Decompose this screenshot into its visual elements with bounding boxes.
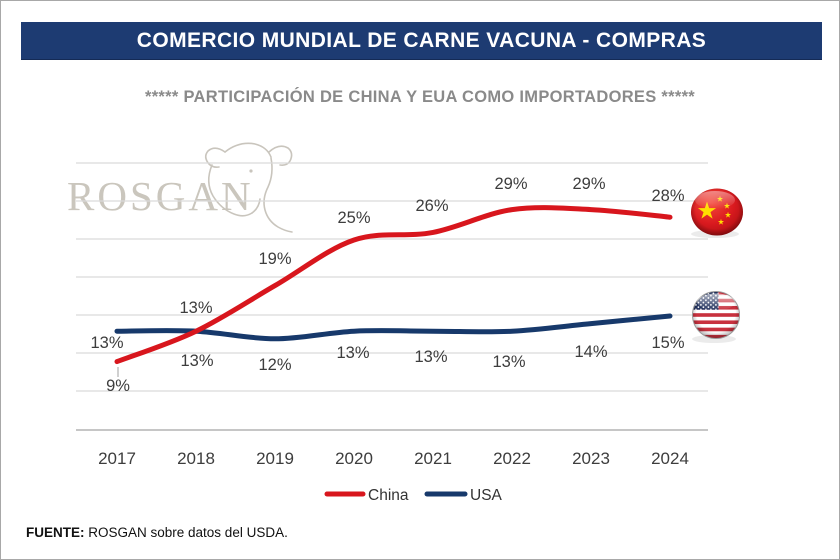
china-data-label: 26%	[415, 197, 448, 215]
usa-data-label: 12%	[258, 356, 291, 374]
usa-flag-icon	[692, 291, 740, 343]
usa-data-label: 13%	[492, 353, 525, 371]
x-axis-label: 2020	[335, 449, 373, 468]
usa-data-labels: 13% 13% 12% 13% 13% 13% 14% 15%	[90, 334, 684, 374]
title-bar: COMERCIO MUNDIAL DE CARNE VACUNA - COMPR…	[21, 22, 822, 60]
footer: FUENTE: ROSGAN sobre datos del USDA.	[26, 525, 288, 540]
rosgan-logo-text: ROSGAN	[67, 173, 254, 219]
x-axis-labels: 2017 2018 2019 2020 2021 2022 2023 2024	[98, 449, 689, 468]
china-flag-icon	[691, 188, 743, 238]
china-data-label: 25%	[337, 209, 370, 227]
legend-china-label: China	[368, 487, 409, 504]
chart-subtitle: ***** PARTICIPACIÓN DE CHINA Y EUA COMO …	[144, 88, 696, 106]
usa-data-label: 13%	[336, 344, 369, 362]
china-series-line	[114, 205, 673, 365]
page-title: COMERCIO MUNDIAL DE CARNE VACUNA - COMPR…	[136, 28, 707, 52]
gridlines	[76, 162, 708, 392]
legend-usa-label: USA	[470, 487, 503, 504]
x-axis-label: 2022	[493, 449, 531, 468]
usa-data-label: 13%	[414, 348, 447, 366]
x-axis-label: 2024	[651, 449, 689, 468]
china-data-label: 13%	[179, 299, 212, 317]
footer-source-text: ROSGAN sobre datos del USDA.	[84, 525, 288, 540]
x-axis-label: 2019	[256, 449, 294, 468]
x-axis-label: 2018	[177, 449, 215, 468]
footer-source-label: FUENTE:	[26, 525, 85, 540]
x-axis-label: 2023	[572, 449, 610, 468]
usa-data-label: 15%	[651, 334, 684, 352]
usa-series-line	[114, 313, 673, 342]
usa-data-label: 13%	[90, 334, 123, 352]
cow-head-icon	[204, 142, 293, 233]
x-axis-label: 2017	[98, 449, 136, 468]
china-data-labels: 9% 13% 19% 25% 26% 29% 29% 28%	[106, 175, 685, 395]
usa-data-label: 13%	[180, 352, 213, 370]
legend: China USA	[324, 487, 503, 504]
usa-data-label: 14%	[574, 343, 607, 361]
china-data-label: 28%	[651, 187, 684, 205]
x-axis-label: 2021	[414, 449, 452, 468]
china-data-label: 29%	[494, 175, 527, 193]
china-data-label: 9%	[106, 377, 130, 395]
china-data-label: 29%	[572, 175, 605, 193]
china-data-label: 19%	[258, 250, 291, 268]
